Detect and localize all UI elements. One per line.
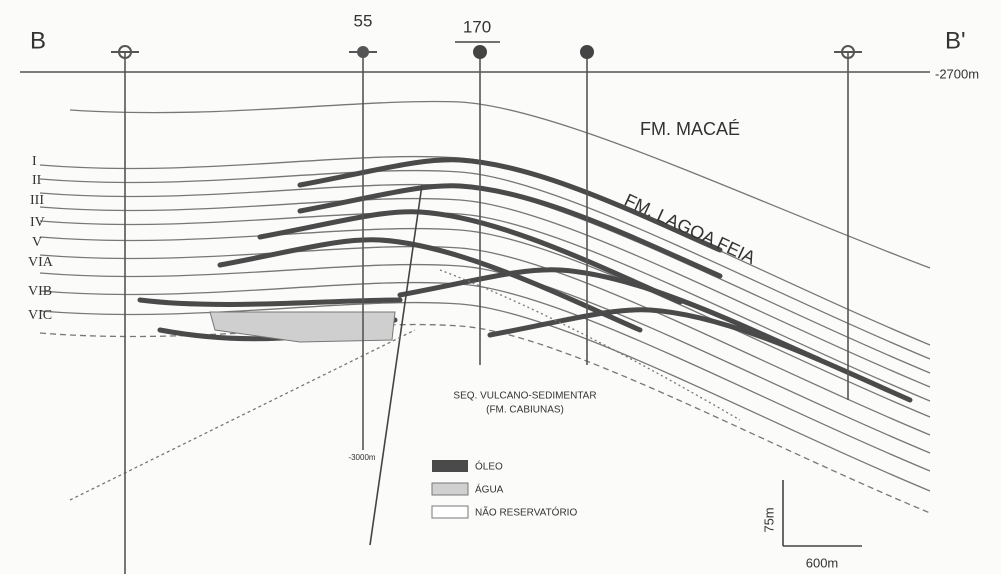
basement-label: SEQ. VULCANO-SEDIMENTAR	[453, 391, 596, 402]
legend-label: ÁGUA	[475, 483, 504, 496]
datum-label: -2700m	[935, 66, 979, 81]
formation-top	[70, 102, 930, 268]
oil-bands	[140, 160, 910, 400]
zone-label: VIA	[28, 255, 54, 270]
cross-section: B B' -2700m	[0, 0, 1001, 574]
zone-label: II	[32, 173, 42, 188]
scale-label: 75m	[761, 507, 776, 532]
well-label: 55	[354, 11, 373, 30]
zone-label: VIC	[28, 308, 52, 323]
zone-label: I	[32, 154, 37, 169]
legend: ÓLEO ÁGUA NÃO RESERVATÓRIO	[432, 460, 577, 519]
scale-bar: 75m 600m	[761, 480, 862, 570]
formation-label: FM. LAGOA FEIA	[621, 190, 758, 268]
zone-label: VIB	[28, 284, 52, 299]
zone-label: III	[30, 193, 44, 208]
section-end: B'	[945, 27, 966, 54]
zone-label: IV	[30, 215, 45, 230]
basement-label: (FM. CABIUNAS)	[486, 405, 564, 416]
scale-label: 600m	[806, 555, 839, 570]
legend-label: NÃO RESERVATÓRIO	[475, 506, 577, 519]
legend-label: ÓLEO	[475, 460, 503, 473]
formation-label: FM. MACAÉ	[640, 119, 740, 139]
zone-label: V	[32, 235, 42, 250]
section-start: B	[30, 27, 46, 54]
depth-label: -3000m	[348, 453, 375, 462]
well-label: 170	[463, 17, 491, 36]
